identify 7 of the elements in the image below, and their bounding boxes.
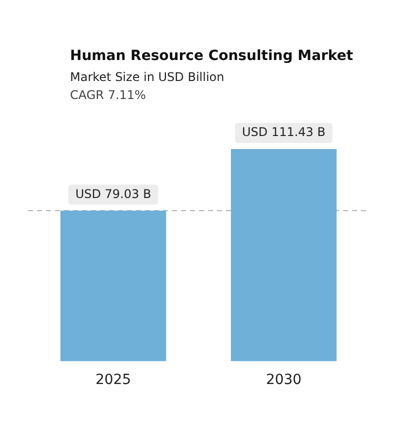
data-label: USD 79.03 B xyxy=(75,186,152,201)
text: CAGR 7.11% xyxy=(70,88,147,102)
chart-title: Human Resource Consulting Market xyxy=(70,48,354,64)
data-label: USD 111.43 B xyxy=(242,125,326,140)
chart-subtitle: Market Size in USD Billion xyxy=(70,70,226,84)
x-tick-label: 2025 xyxy=(95,372,132,388)
x-tick-label: 2030 xyxy=(266,372,302,388)
